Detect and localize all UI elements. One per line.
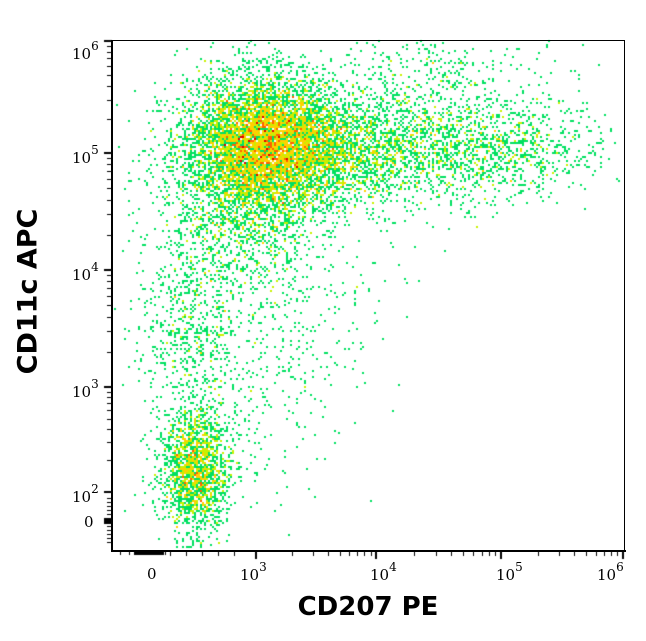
y-tick-label-0: 0 [84, 513, 94, 531]
y-tick-label-1e3: 103 [72, 377, 99, 401]
x-axis-line [111, 550, 626, 552]
x-tick-label-1e6: 106 [597, 560, 624, 584]
y-axis-title: CD11c APC [12, 208, 44, 375]
y-tick-label-1e6: 106 [72, 39, 99, 63]
x-tick-label-1e4: 104 [370, 560, 397, 584]
y-axis-line [111, 40, 113, 552]
y-tick-label-1e5: 105 [72, 143, 99, 167]
y-tick-label-1e4: 104 [72, 260, 99, 284]
x-tick-label-1e5: 105 [496, 560, 523, 584]
y-tick-label-1e2: 102 [72, 482, 99, 506]
x-tick-label-1e3: 103 [240, 560, 267, 584]
x-tick-label-0: 0 [147, 565, 157, 583]
x-axis-title: CD207 PE [297, 592, 439, 622]
